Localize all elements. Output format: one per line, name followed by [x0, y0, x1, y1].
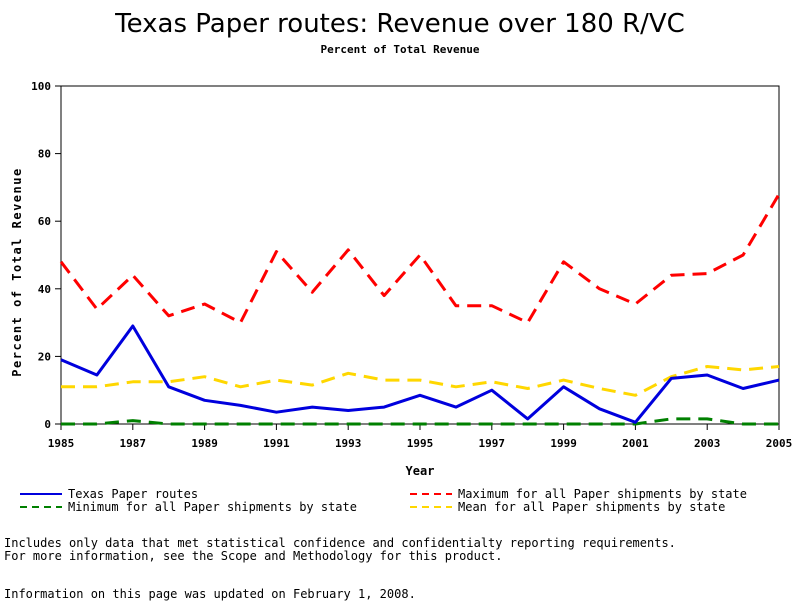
- y-tick-label: 60: [38, 215, 51, 228]
- y-axis-label: Percent of Total Revenue: [10, 167, 24, 376]
- legend-label: Minimum for all Paper shipments by state: [68, 500, 357, 514]
- y-tick-label: 20: [38, 350, 51, 363]
- plot-frame: [60, 85, 780, 425]
- series-line-3: [61, 417, 779, 426]
- x-tick-label: 2001: [622, 437, 649, 450]
- chart-title: Texas Paper routes: Revenue over 180 R/V…: [114, 9, 685, 39]
- x-axis: 1985 1987 1989 1991 1993 1995 1997 1999 2001 2003…: [48, 424, 793, 450]
- x-tick-label: 1991: [263, 437, 290, 450]
- x-tick-label: 2005: [766, 437, 793, 450]
- series-line-2: [59, 193, 781, 325]
- legend-label: Mean for all Paper shipments by state: [458, 500, 725, 514]
- x-tick-label: 1999: [550, 437, 577, 450]
- x-tick-label: 1989: [191, 437, 218, 450]
- x-tick-label: 2003: [694, 437, 721, 450]
- y-tick-label: 80: [38, 148, 51, 161]
- series-line-4: [61, 365, 780, 397]
- x-tick-label: 1993: [335, 437, 362, 450]
- x-axis-label: Year: [406, 464, 435, 478]
- chart-subtitle: Percent of Total Revenue: [321, 43, 480, 56]
- x-tick-label: 1985: [48, 437, 75, 450]
- y-tick-label: 100: [31, 80, 51, 93]
- note-updated: Information on this page was updated on …: [4, 587, 416, 601]
- x-tick-label: 1995: [407, 437, 434, 450]
- y-tick-label: 0: [44, 418, 51, 431]
- y-tick-label: 40: [38, 283, 51, 296]
- legend-label: Texas Paper routes: [68, 487, 198, 501]
- x-tick-label: 1997: [479, 437, 506, 450]
- x-tick-label: 1987: [120, 437, 147, 450]
- note-confidentiality: Includes only data that met statistical …: [4, 536, 676, 550]
- legend-label: Maximum for all Paper shipments by state: [458, 487, 747, 501]
- series-line-1: [60, 324, 780, 424]
- series-lines: [59, 193, 781, 426]
- y-axis: 0 20 40 60 80 100: [31, 80, 61, 431]
- note-methodology: For more information, see the Scope and …: [4, 549, 503, 563]
